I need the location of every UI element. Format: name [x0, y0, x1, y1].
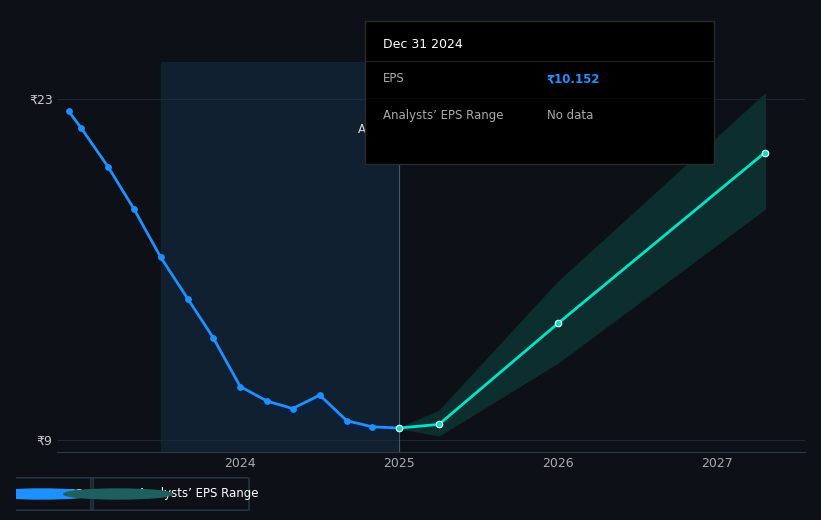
Point — [365, 423, 378, 431]
Point — [62, 107, 76, 115]
Text: No data: No data — [547, 109, 593, 122]
Point — [154, 253, 167, 262]
Point — [759, 148, 772, 157]
Text: Analysts Forecasts: Analysts Forecasts — [412, 123, 522, 136]
Text: Actual: Actual — [357, 123, 394, 136]
Point — [552, 319, 565, 328]
Point — [234, 382, 247, 391]
Circle shape — [64, 489, 172, 499]
Point — [392, 424, 406, 432]
Point — [287, 405, 300, 413]
Text: ₹10.152: ₹10.152 — [547, 72, 600, 85]
Text: EPS: EPS — [383, 72, 405, 85]
Text: Analysts’ EPS Range: Analysts’ EPS Range — [139, 488, 259, 500]
Point — [181, 295, 195, 303]
Point — [75, 124, 88, 133]
Point — [261, 397, 274, 406]
Text: EPS: EPS — [62, 488, 83, 500]
Bar — [161, 62, 399, 452]
Point — [102, 163, 115, 172]
Circle shape — [0, 489, 95, 499]
Point — [207, 334, 220, 342]
Point — [313, 391, 326, 399]
Text: Analysts’ EPS Range: Analysts’ EPS Range — [383, 109, 503, 122]
Text: Dec 31 2024: Dec 31 2024 — [383, 38, 462, 51]
Point — [392, 424, 406, 432]
Point — [127, 204, 140, 213]
Point — [433, 420, 446, 428]
Point — [340, 417, 353, 425]
